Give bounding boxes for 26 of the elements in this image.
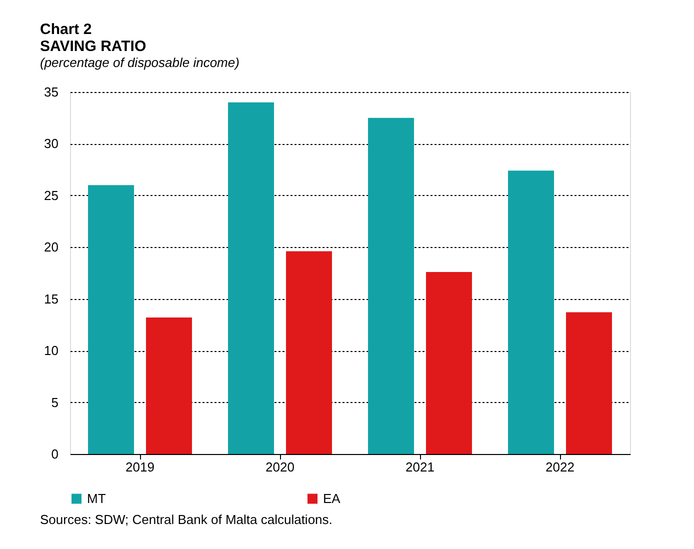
y-tick-label: 10 [44,343,58,358]
chart-subtitle: (percentage of disposable income) [40,55,240,70]
bar [566,312,612,454]
x-tick-label: 2022 [546,460,574,474]
bar [368,118,414,454]
y-tick-label: 5 [51,394,58,410]
x-tick-label: 2019 [126,460,154,474]
source-note: Sources: SDW; Central Bank of Malta calculations. [40,512,332,527]
bar [508,170,554,454]
y-tick-label: 15 [44,291,58,306]
y-tick-label: 30 [44,136,58,152]
bar [286,251,332,454]
x-tick-label: 2021 [406,460,434,474]
bar [426,272,472,454]
y-tick-label: 0 [51,446,58,462]
y-tick-label: 25 [44,188,58,203]
bar [146,317,192,454]
bar [228,102,274,454]
legend-label: MT [87,490,106,506]
legend-label: EA [323,490,341,506]
text: SAVING RATIO [40,38,146,55]
text: Chart 2 [40,21,92,38]
bar [88,185,134,454]
x-tick-label: 2020 [266,460,294,474]
y-tick-label: 20 [44,240,58,255]
y-tick-label: 35 [44,84,58,100]
